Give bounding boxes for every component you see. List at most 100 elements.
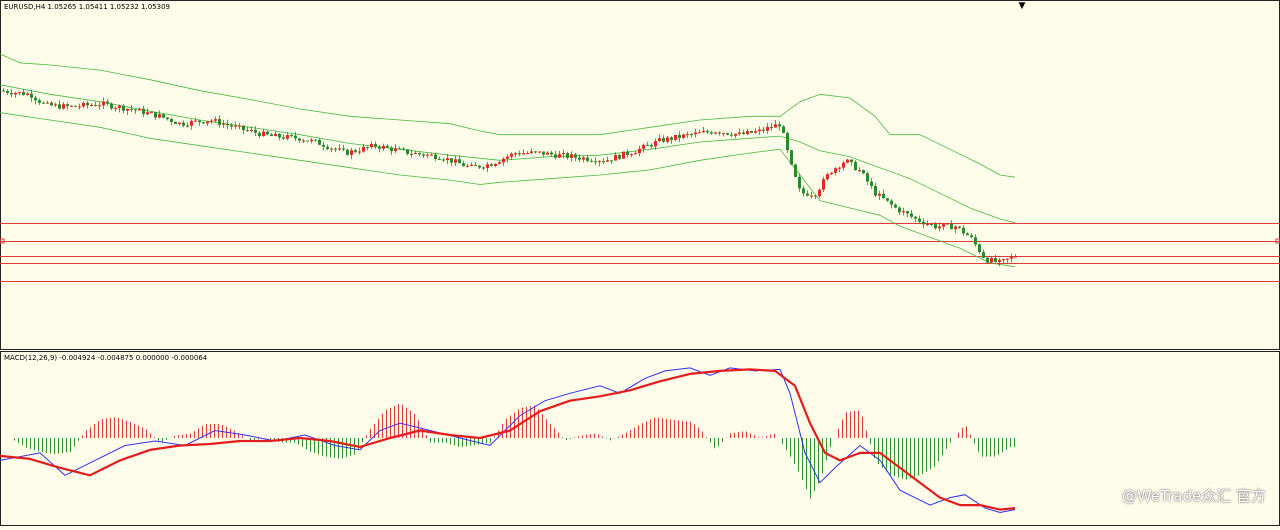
candle-bear bbox=[854, 162, 857, 170]
candle-bear bbox=[174, 122, 177, 124]
candle-bull bbox=[18, 92, 21, 93]
candle-bear bbox=[618, 155, 621, 159]
candle-bull bbox=[54, 104, 57, 105]
candle-bull bbox=[302, 141, 305, 142]
candle-bear bbox=[922, 222, 925, 225]
candle-bull bbox=[834, 168, 837, 173]
candle-bull bbox=[426, 155, 429, 156]
candle-bear bbox=[862, 170, 865, 173]
candle-bull bbox=[222, 124, 225, 125]
macd-signal-line bbox=[0, 369, 1015, 509]
candle-bear bbox=[650, 145, 653, 147]
macd-panel-frame bbox=[1, 352, 1280, 526]
candle-bear bbox=[710, 132, 713, 133]
candle-bear bbox=[58, 104, 61, 108]
candle-bear bbox=[814, 195, 817, 196]
candle-bull bbox=[954, 227, 957, 230]
candle-bull bbox=[666, 137, 669, 141]
candle-bear bbox=[94, 105, 97, 106]
candle-bull bbox=[942, 224, 945, 227]
candle-bear bbox=[646, 145, 649, 146]
candle-bull bbox=[486, 164, 489, 168]
candle-bull bbox=[510, 154, 513, 157]
candle-bear bbox=[566, 153, 569, 158]
candle-bull bbox=[78, 106, 81, 107]
candle-bear bbox=[38, 100, 41, 103]
candle-bear bbox=[130, 109, 133, 110]
candle-bull bbox=[746, 131, 749, 134]
candle-bear bbox=[162, 114, 165, 117]
candle-bull bbox=[926, 224, 929, 225]
candle-bull bbox=[150, 112, 153, 113]
candle-bear bbox=[322, 145, 325, 147]
candle-bear bbox=[418, 153, 421, 154]
candle-bear bbox=[270, 134, 273, 136]
candle-bull bbox=[114, 108, 117, 109]
candle-bull bbox=[738, 133, 741, 134]
candle-bear bbox=[726, 133, 729, 135]
candle-bull bbox=[126, 109, 129, 111]
candle-bear bbox=[882, 194, 885, 198]
candle-bull bbox=[546, 153, 549, 155]
candle-bear bbox=[874, 186, 877, 196]
candle-bear bbox=[198, 121, 201, 123]
candle-bull bbox=[46, 103, 49, 104]
candle-bull bbox=[146, 112, 149, 114]
candle-bear bbox=[398, 148, 401, 149]
candle-bear bbox=[602, 161, 605, 162]
candle-bear bbox=[74, 106, 77, 107]
candle-bear bbox=[438, 159, 441, 160]
candle-bull bbox=[470, 165, 473, 166]
candle-bull bbox=[622, 152, 625, 159]
candle-bull bbox=[514, 153, 517, 154]
candle-bear bbox=[230, 125, 233, 126]
candle-bear bbox=[106, 102, 109, 104]
candle-bear bbox=[462, 163, 465, 166]
candle-bear bbox=[578, 158, 581, 160]
candle-bear bbox=[346, 150, 349, 155]
candle-bear bbox=[86, 103, 89, 105]
candle-bear bbox=[886, 198, 889, 200]
candle-bull bbox=[634, 153, 637, 154]
candle-bear bbox=[30, 94, 33, 98]
candle-bear bbox=[586, 157, 589, 160]
candle-bull bbox=[102, 102, 105, 106]
candle-bull bbox=[826, 174, 829, 179]
candle-bull bbox=[250, 130, 253, 131]
candle-bull bbox=[394, 148, 397, 151]
candle-bull bbox=[630, 154, 633, 155]
candle-bull bbox=[614, 155, 617, 161]
candle-bull bbox=[190, 121, 193, 126]
candle-bear bbox=[390, 148, 393, 152]
candle-bear bbox=[386, 146, 389, 148]
candle-bull bbox=[702, 131, 705, 132]
candle-bull bbox=[414, 153, 417, 154]
candle-bull bbox=[158, 114, 161, 117]
candle-bear bbox=[982, 252, 985, 258]
candle-bear bbox=[278, 134, 281, 138]
candle-bear bbox=[914, 217, 917, 219]
macd-main-line bbox=[0, 368, 1015, 513]
candle-bear bbox=[142, 109, 145, 114]
candle-bear bbox=[962, 228, 965, 234]
candle-bear bbox=[742, 133, 745, 135]
candle-bull bbox=[582, 157, 585, 159]
candle-bear bbox=[266, 132, 269, 135]
candle-bear bbox=[966, 233, 969, 235]
candle-bull bbox=[350, 150, 353, 155]
candle-bear bbox=[314, 140, 317, 141]
candle-bear bbox=[550, 153, 553, 155]
candle-bull bbox=[14, 93, 17, 94]
candle-bull bbox=[774, 124, 777, 127]
candle-bull bbox=[606, 160, 609, 161]
candle-bear bbox=[474, 165, 477, 166]
candle-bear bbox=[422, 154, 425, 155]
candle-bull bbox=[446, 158, 449, 160]
candle-bear bbox=[166, 117, 169, 119]
candle-bull bbox=[498, 162, 501, 164]
candle-bull bbox=[990, 258, 993, 263]
candle-bear bbox=[934, 224, 937, 228]
candle-bull bbox=[838, 168, 841, 169]
